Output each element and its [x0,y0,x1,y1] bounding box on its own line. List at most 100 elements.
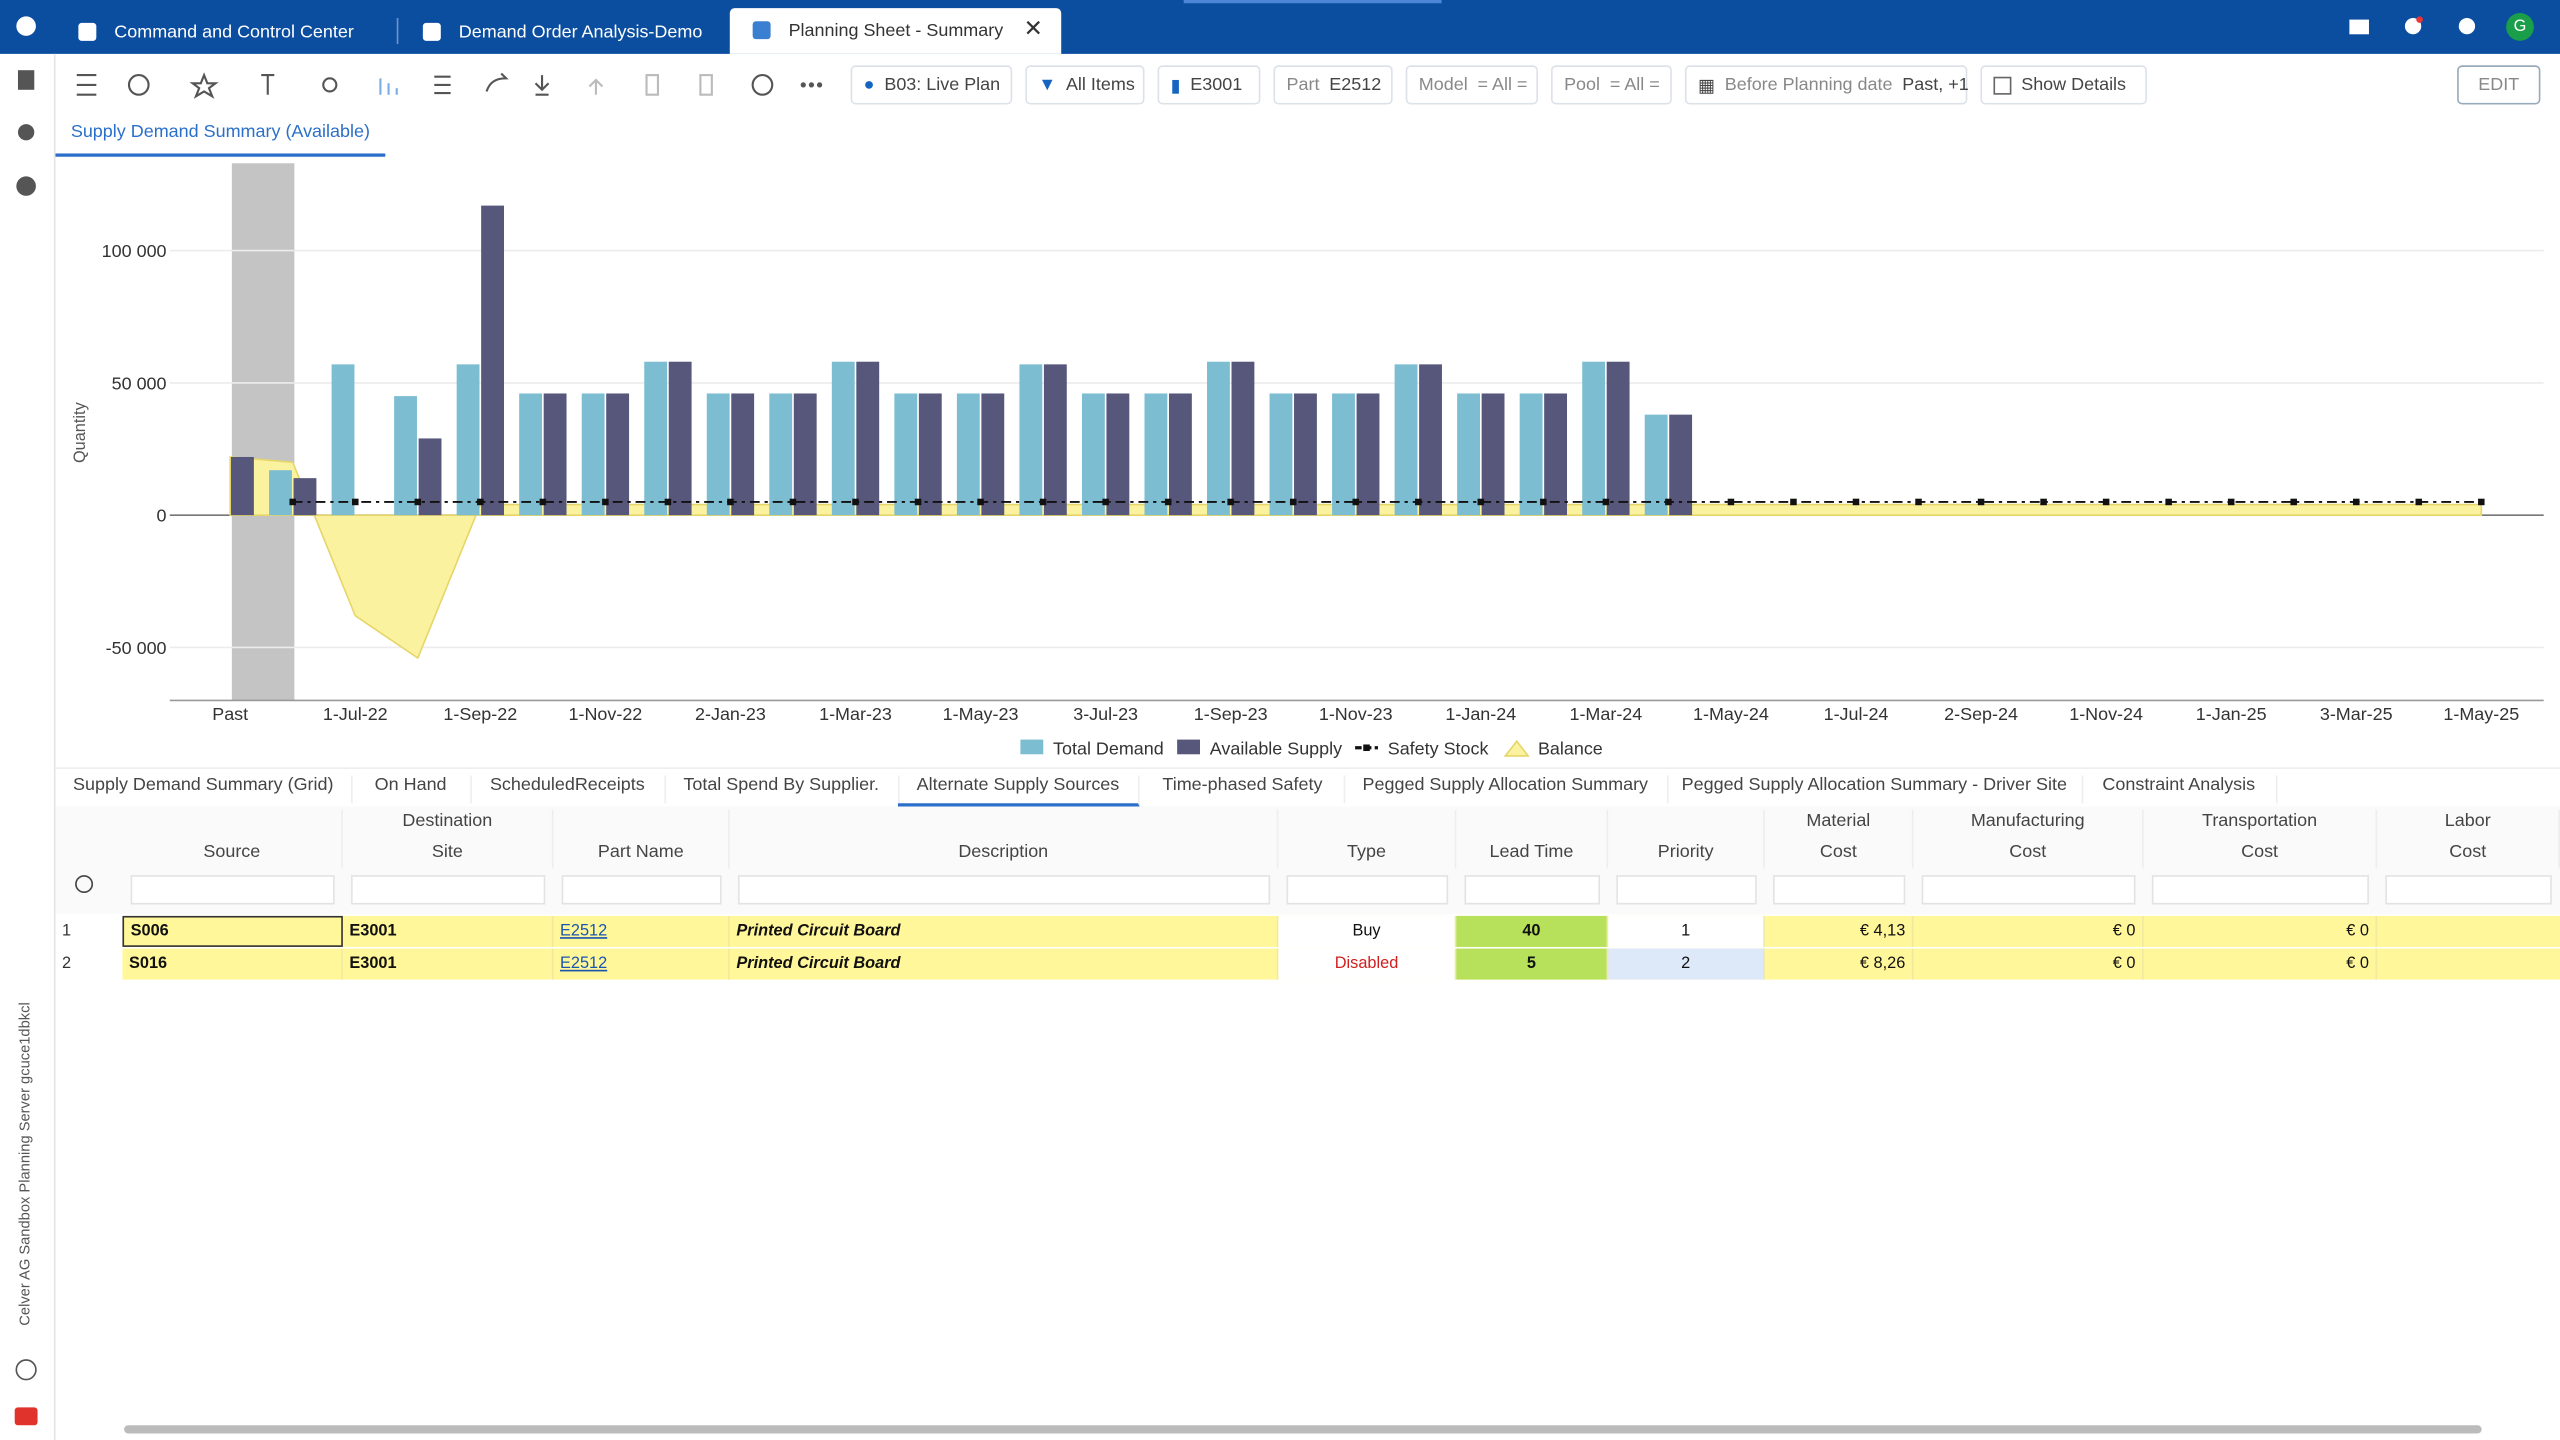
icon[interactable] [699,74,713,96]
table-cell: € 0 [2144,915,2378,947]
tab[interactable]: Planning Sheet - Summary ✕ [729,8,1062,54]
progress [1183,0,1442,4]
header-icon-set [2349,16,2476,35]
badge [2416,16,2423,23]
date-button[interactable]: ▦ Before Planning date Past, +1 [1684,65,1969,105]
icon[interactable] [751,74,774,96]
bar [856,361,880,516]
filter-input[interactable] [130,875,335,905]
model-button[interactable]: Model = All = [1405,65,1538,105]
table-cell[interactable]: E2512 [553,947,730,979]
icon[interactable] [261,74,275,95]
bar [1356,393,1380,516]
icon[interactable] [127,74,150,96]
safety-marker [789,498,797,506]
bottom-tab[interactable]: Total Spend By Supplier. [664,775,900,804]
icon[interactable] [645,74,660,96]
icon[interactable] [15,1359,37,1381]
icon[interactable] [322,77,338,93]
x-tick-label: 1-Jul-24 [1824,704,1889,724]
part-button[interactable]: Part E2512 [1273,65,1393,105]
column-header-line: Source [203,842,261,863]
filter-input[interactable] [351,875,546,905]
icon[interactable] [189,72,219,99]
pool-button[interactable]: Pool = All = [1551,65,1672,105]
filter-input[interactable] [2151,875,2369,905]
table-cell: Printed Circuit Board [730,947,1279,979]
filter-input[interactable] [1286,875,1449,905]
safety-marker [1977,498,1985,506]
table-cell[interactable]: E2512 [553,915,730,947]
icon[interactable] [76,74,97,96]
filter-input[interactable] [737,875,1271,905]
icon[interactable] [434,75,451,95]
avatar[interactable]: G [2506,13,2534,41]
safety-marker [2102,498,2110,506]
filter-input[interactable] [1921,875,2136,905]
plan-button[interactable]: ● B03: Live Plan [850,65,1013,105]
search-icon[interactable] [75,875,94,894]
table-cell: 5 [1456,947,1609,979]
column-header-line: Type [1347,842,1386,863]
tab[interactable]: Demand Order Analysis-Demo [400,10,727,52]
bar [706,393,730,516]
bar [481,205,504,516]
bottom-tab[interactable]: ScheduledReceipts [470,775,667,804]
icon[interactable] [2404,17,2422,35]
x-tick-label: 1-Mar-23 [819,704,892,724]
legend-label[interactable]: Safety Stock [1388,738,1489,758]
legend-swatch [1503,739,1530,757]
icon[interactable] [2458,17,2476,35]
site-button[interactable]: ▮ E3001 [1157,65,1261,105]
bottom-tab[interactable]: Constraint Analysis [2082,775,2278,804]
chart-tab[interactable]: Supply Demand Summary (Available) [55,122,386,157]
icon[interactable] [17,70,35,90]
y-tick-label: 50 000 [112,373,167,393]
tab-close[interactable]: ✕ [1023,14,1043,41]
column-header: Type [1278,809,1457,869]
column-header-line: Lead Time [1489,842,1574,863]
legend-swatch [1363,744,1370,752]
edit-button[interactable]: EDIT [2457,65,2541,105]
safety-marker [1415,498,1422,506]
icon[interactable] [379,78,398,95]
bar [1394,364,1418,516]
safety-marker [1727,498,1735,506]
bar [1606,361,1630,516]
icon[interactable] [16,176,36,196]
bar [1019,364,1043,516]
details-button[interactable]: Show Details [1980,65,2147,105]
legend-label[interactable]: Total Demand [1053,738,1164,758]
x-tick-label: 1-Sep-22 [443,704,517,724]
bottom-tab[interactable]: Pegged Supply Allocation Summary - Drive… [1667,775,2084,804]
icon[interactable] [2349,19,2369,35]
bottom-tab[interactable]: Alternate Supply Sources [897,775,1140,807]
bottom-tab[interactable]: Pegged Supply Allocation Summary [1344,775,1669,804]
filter-input[interactable] [1616,875,1757,905]
tab[interactable]: Command and Control Center [56,10,391,52]
bar [1519,393,1543,516]
safety-marker [2290,498,2297,506]
column-header-line: Part Name [597,842,684,863]
bottom-tab[interactable]: Time-phased Safety [1141,775,1346,804]
bottom-tab[interactable]: Supply Demand Summary (Grid) [56,775,353,804]
icon[interactable] [534,75,550,96]
bar [1644,414,1668,516]
icon[interactable] [485,72,509,92]
legend-label[interactable]: Available Supply [1210,738,1342,758]
bottom-tab[interactable]: On Hand [351,775,472,804]
column-header-line: Priority [1657,842,1714,863]
legend-label[interactable]: Balance [1538,738,1603,758]
filter-input[interactable] [561,875,722,905]
filter-input[interactable] [1773,875,1906,905]
bar [1144,393,1168,516]
icon[interactable] [16,16,36,36]
scrollbar[interactable] [124,1425,2482,1434]
icon[interactable] [17,124,35,141]
filter-input[interactable] [2385,875,2552,905]
safety-marker [1102,498,1109,506]
filter-input[interactable] [1464,875,1600,905]
column-header-line: Cost [1819,842,1857,863]
icon[interactable] [588,78,604,95]
items-button[interactable]: ▼ All Items [1025,65,1145,105]
